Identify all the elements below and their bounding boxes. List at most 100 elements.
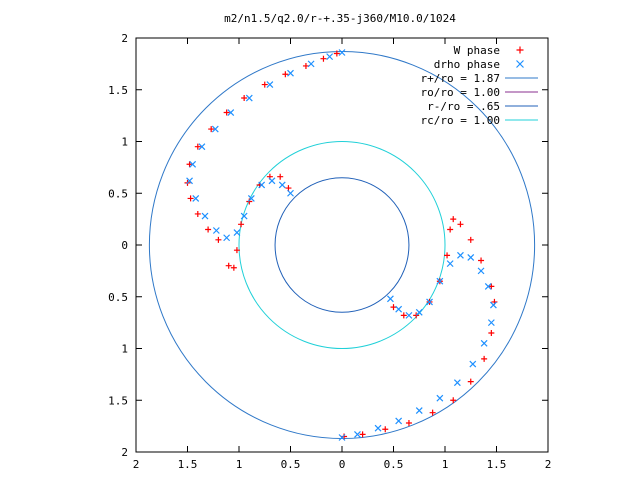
chart-title: m2/n1.5/q2.0/r-+.35-j360/M10.0/1024 [224,12,456,25]
legend-label-1: drho phase [434,58,500,71]
x-tick-label-8: 2 [545,458,552,471]
series-1-point-12 [201,212,209,220]
x-tick-label-2: 1 [236,458,243,471]
series-0-point-3 [282,71,289,78]
series-1-point-37 [446,260,454,268]
series-0-point-44 [400,312,407,319]
series-0-point-26 [467,236,474,243]
series-0-point-34 [429,409,436,416]
series-0-point-8 [194,143,201,150]
series-0-point-14 [215,236,222,243]
series-0-point-15 [225,262,232,269]
axis-ticks: 2 1.5 1 0.5 0 0.5 1 1.5 221.510.500.511.52 [108,32,551,471]
x-tick-label-5: 0.5 [384,458,404,471]
series-0-point-19 [246,198,253,205]
legend-marker-1 [516,60,524,68]
series-1-point-22 [338,434,346,441]
series-1-point-5 [245,94,253,102]
series-0-point-24 [450,216,457,223]
series-1-point-3 [287,69,294,77]
series-0-point-30 [488,329,495,336]
series-1-point-9 [189,160,197,168]
x-tick-label-1: 1.5 [178,458,198,471]
series-1-point-0 [338,49,346,56]
series-1-point-35 [467,253,475,261]
series-0-point-12 [194,210,201,217]
series-1-point-2 [307,60,315,68]
series-0-point-17 [233,247,240,254]
series-1 [186,49,497,441]
series-1-point-29 [469,360,477,368]
y-tick-label-2: 1 [121,136,128,149]
y-tick-label-3: 0.5 [108,187,128,200]
legend-label-4: r-/ro = .65 [427,100,500,113]
series-0-point-31 [481,355,488,362]
series-1-point-19 [268,177,276,185]
series-0-point-6 [223,109,230,116]
series-1-point-28 [453,379,461,387]
series-0-point-1 [320,55,327,62]
series-0-point-32 [467,378,474,385]
y-tick-label-6: 1 [121,343,128,356]
series-1-point-23 [354,430,361,438]
series-1-point-15 [233,229,241,237]
series-1-point-4 [266,81,274,88]
series-1-point-34 [477,267,485,275]
y-tick-label-4: 0 [121,239,128,252]
series-1-point-8 [198,143,206,151]
series-1-point-24 [374,424,382,432]
series-1-point-7 [211,125,219,133]
y-tick-label-0: 2 [121,32,128,45]
series-0-point-27 [478,257,485,264]
legend-label-0: W phase [454,44,500,57]
series-1-point-27 [436,394,444,402]
radius-circles [148,50,536,440]
series-0-point-13 [205,226,212,233]
series-0-point-0 [333,50,340,57]
series-1-point-39 [426,298,433,306]
series-1-point-32 [489,301,497,309]
series-1-point-6 [227,109,235,116]
series-0-point-28 [488,283,495,290]
series-0-point-25 [457,221,464,228]
x-tick-label-3: 0.5 [281,458,301,471]
series-1-point-11 [192,195,200,202]
series-0-point-22 [277,173,284,180]
series-0-point-9 [186,161,193,168]
series-1-point-21 [287,189,294,197]
series-1-point-42 [395,305,403,313]
series-0-point-7 [208,126,215,133]
legend-marker-0 [516,46,524,54]
series-1-point-13 [212,227,220,234]
y-tick-label-7: 1.5 [108,394,128,407]
series-1-point-38 [436,277,444,285]
y-tick-label-8: 2 [121,446,128,459]
series-1-point-16 [240,212,248,220]
series-0-point-18 [238,221,245,228]
x-tick-label-7: 1.5 [487,458,507,471]
series-1-point-18 [258,181,266,189]
series-0-point-40 [444,252,451,259]
series-1-point-14 [223,234,231,242]
series-0-point-39 [447,226,454,233]
y-tick-label-5: 0.5 [108,291,128,304]
series-0-point-33 [450,397,457,404]
series-1-point-36 [457,251,464,259]
series-0-point-38 [341,433,348,440]
series-0-point-45 [390,304,397,311]
series-0-point-36 [382,426,389,433]
legend-label-2: r+/ro = 1.87 [421,72,500,85]
circle-2 [274,177,410,313]
series-1-point-33 [484,282,492,290]
legend-label-5: rc/ro = 1.00 [421,114,500,127]
series-1-point-25 [395,417,403,425]
series-1-point-43 [386,295,394,303]
circle-0 [148,50,536,440]
phase-points [184,49,498,441]
series-1-point-30 [480,339,488,347]
series-0-point-35 [405,420,412,427]
series-0-point-23 [285,185,292,192]
series-0-point-11 [187,195,194,202]
